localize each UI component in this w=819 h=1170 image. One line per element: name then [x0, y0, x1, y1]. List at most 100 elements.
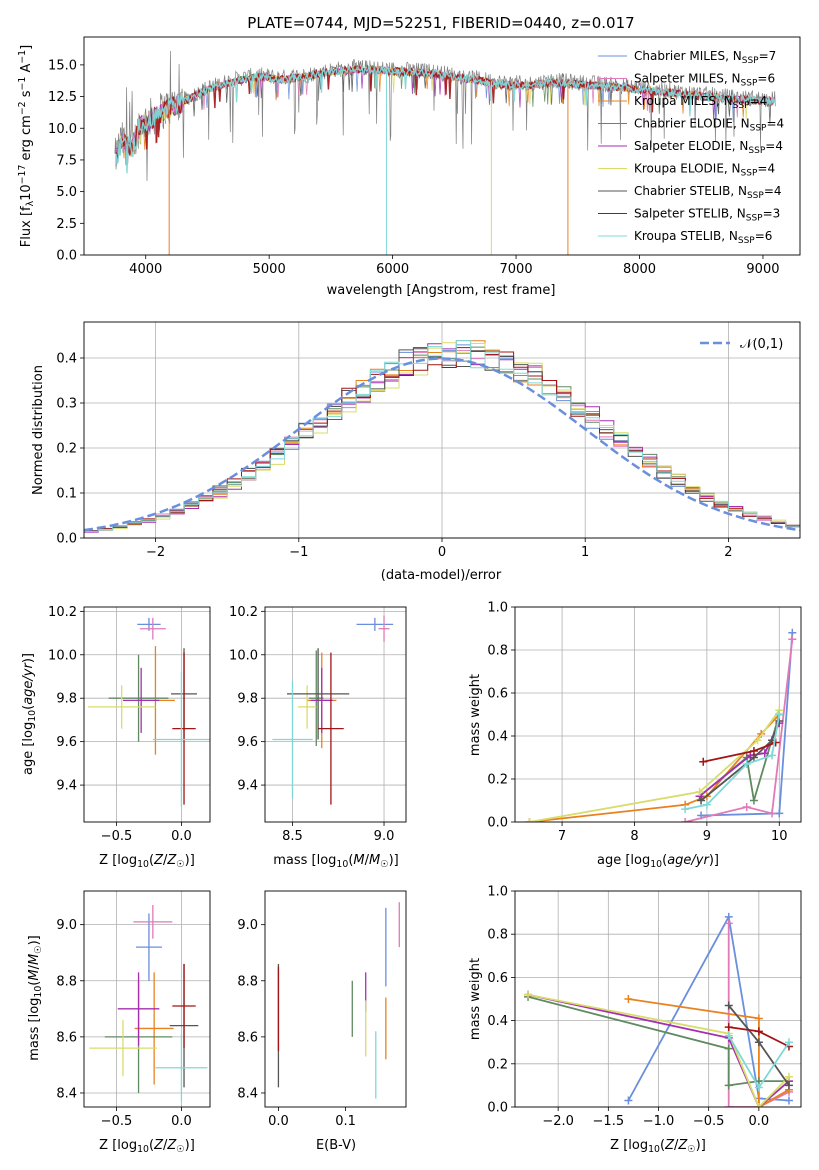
- weight-marker: [724, 1001, 733, 1010]
- histograms: [84, 340, 800, 534]
- weight-marker: [784, 1072, 793, 1081]
- y-tick-label: 0.1: [56, 487, 77, 502]
- y-tick-label: 0.0: [56, 532, 77, 547]
- y-tick-label: 0.3: [56, 397, 77, 412]
- weight-marker: [681, 805, 690, 814]
- x-tick-label: −1.5: [593, 1114, 625, 1129]
- y-axis-label: Flux [fλ10−17 erg cm−2 s−1 A−1]: [17, 45, 36, 247]
- y-axis-label: mass weight: [468, 674, 483, 756]
- x-tick-label: −2.0: [542, 1114, 574, 1129]
- axes-frame: [83, 606, 211, 823]
- weight-series-line: [628, 998, 790, 1107]
- x-tick-label: 0.0: [749, 1114, 770, 1129]
- x-tick-label: 9: [703, 829, 711, 844]
- x-axis-label: wavelength [Angstrom, rest frame]: [327, 283, 556, 298]
- legend-label: Salpeter ELODIE, NSSP=4: [634, 139, 783, 156]
- legend-label: Chabrier MILES, NSSP=7: [634, 49, 776, 66]
- weight-marker: [624, 995, 633, 1003]
- panel-6: −0.5 0.0 8.4 8.6 8.8 9.0: [56, 890, 211, 1129]
- weight-marker: [702, 800, 711, 809]
- panel-2: −2 −1 0 1 2 0.0 0.1 0.2 0.3 0.4 𝒩(0,1): [56, 321, 801, 560]
- weight-marker: [754, 1014, 763, 1023]
- panel-8: −2.0 −1.5 −1.0 −0.5 0.0 0.0 0.2 0.4 0.6 0.8 1.0: [487, 885, 802, 1129]
- x-tick-label: 8000: [623, 262, 656, 277]
- x-tick-label: 2: [724, 545, 732, 560]
- weight-marker: [699, 757, 708, 766]
- y-tick-label: 0.0: [56, 249, 77, 264]
- model-spectrum: [115, 64, 776, 174]
- weight-marker: [775, 710, 784, 719]
- y-tick-label: 9.4: [237, 779, 258, 794]
- y-tick-label: 0.2: [487, 1057, 508, 1072]
- legend: Chabrier MILES, NSSP=7 Salpeter MILES, NS…: [598, 49, 784, 246]
- y-tick-label: 0.8: [487, 644, 508, 659]
- panel-3: −0.5 0.0 9.4 9.6 9.8 10.0 10.2: [48, 605, 211, 844]
- x-tick-label: 10: [771, 829, 788, 844]
- weight-series-line: [684, 639, 794, 822]
- legend-label: Kroupa ELODIE, NSSP=4: [634, 162, 775, 179]
- y-tick-label: 0.0: [487, 1101, 508, 1116]
- weight-marker: [768, 751, 777, 760]
- weight-series-line: [527, 993, 790, 1107]
- y-tick-label: 0.6: [487, 971, 508, 986]
- y-tick-label: 9.8: [56, 692, 77, 707]
- weight-marker: [760, 749, 769, 758]
- weight-marker: [724, 1081, 733, 1090]
- y-tick-label: 9.8: [237, 692, 258, 707]
- y-tick-label: 1.0: [487, 601, 508, 616]
- weight-marker: [724, 1023, 733, 1032]
- y-axis-label: mass [log10(M/M☉)]: [27, 935, 44, 1061]
- legend-label: 𝒩(0,1): [740, 337, 783, 352]
- axes-frame: [514, 890, 802, 1108]
- axes-frame: [264, 606, 407, 823]
- y-tick-label: 9.0: [237, 918, 258, 933]
- weight-series-line: [529, 709, 781, 822]
- weight-marker: [784, 1096, 793, 1105]
- panel-7: 0.0 0.1 8.4 8.6 8.8 9.0: [237, 890, 407, 1129]
- axes-frame: [83, 321, 801, 539]
- weight-marker: [775, 809, 784, 818]
- weight-marker: [742, 802, 751, 811]
- axes-frame: [83, 36, 801, 256]
- y-tick-label: 8.4: [237, 1086, 258, 1101]
- y-tick-label: 8.6: [237, 1030, 258, 1045]
- y-tick-label: 8.8: [237, 974, 258, 989]
- x-tick-label: −1: [289, 545, 308, 560]
- weight-marker: [724, 1031, 733, 1040]
- x-tick-label: 0.0: [171, 829, 192, 844]
- axes-frame: [264, 890, 407, 1108]
- weight-marker: [524, 990, 533, 999]
- weight-series-line: [727, 923, 790, 1107]
- x-tick-label: 0.0: [171, 1114, 192, 1129]
- x-tick-label: 1: [581, 545, 589, 560]
- weight-marker: [784, 1038, 793, 1047]
- y-tick-label: 2.5: [56, 217, 77, 232]
- error-bars: [87, 617, 210, 807]
- x-axis-label: age [log10(age/yr)]: [597, 853, 719, 870]
- y-tick-label: 10.0: [229, 648, 258, 663]
- y-tick-label: 9.4: [56, 779, 77, 794]
- y-tick-label: 5.0: [56, 185, 77, 200]
- y-axis-label: age [log10(age/yr)]: [21, 653, 38, 775]
- y-tick-label: 0.2: [56, 442, 77, 457]
- y-tick-label: 0.0: [487, 816, 508, 831]
- y-axis-label: mass weight: [468, 958, 483, 1040]
- panel-4: 8.5 9.0 9.4 9.6 9.8 10.0 10.2: [229, 605, 407, 844]
- y-tick-label: 8.4: [56, 1086, 77, 1101]
- x-tick-label: −0.5: [101, 829, 133, 844]
- x-axis-label: Z [log10(Z/Z☉)]: [610, 1138, 706, 1155]
- y-tick-label: 9.6: [237, 735, 258, 750]
- y-tick-label: 12.5: [48, 90, 77, 105]
- weight-marker: [753, 736, 762, 745]
- x-tick-label: 5000: [253, 262, 286, 277]
- weight-marker: [724, 1103, 733, 1107]
- x-tick-label: 0.0: [268, 1114, 289, 1129]
- y-tick-label: 0.2: [487, 773, 508, 788]
- x-tick-label: 7: [558, 829, 566, 844]
- spectrum-lines: [114, 50, 776, 255]
- y-tick-label: 8.8: [56, 974, 77, 989]
- weight-marker: [754, 1103, 763, 1107]
- weight-marker: [754, 1027, 763, 1036]
- x-axis-label: Z [log10(Z/Z☉)]: [99, 853, 195, 870]
